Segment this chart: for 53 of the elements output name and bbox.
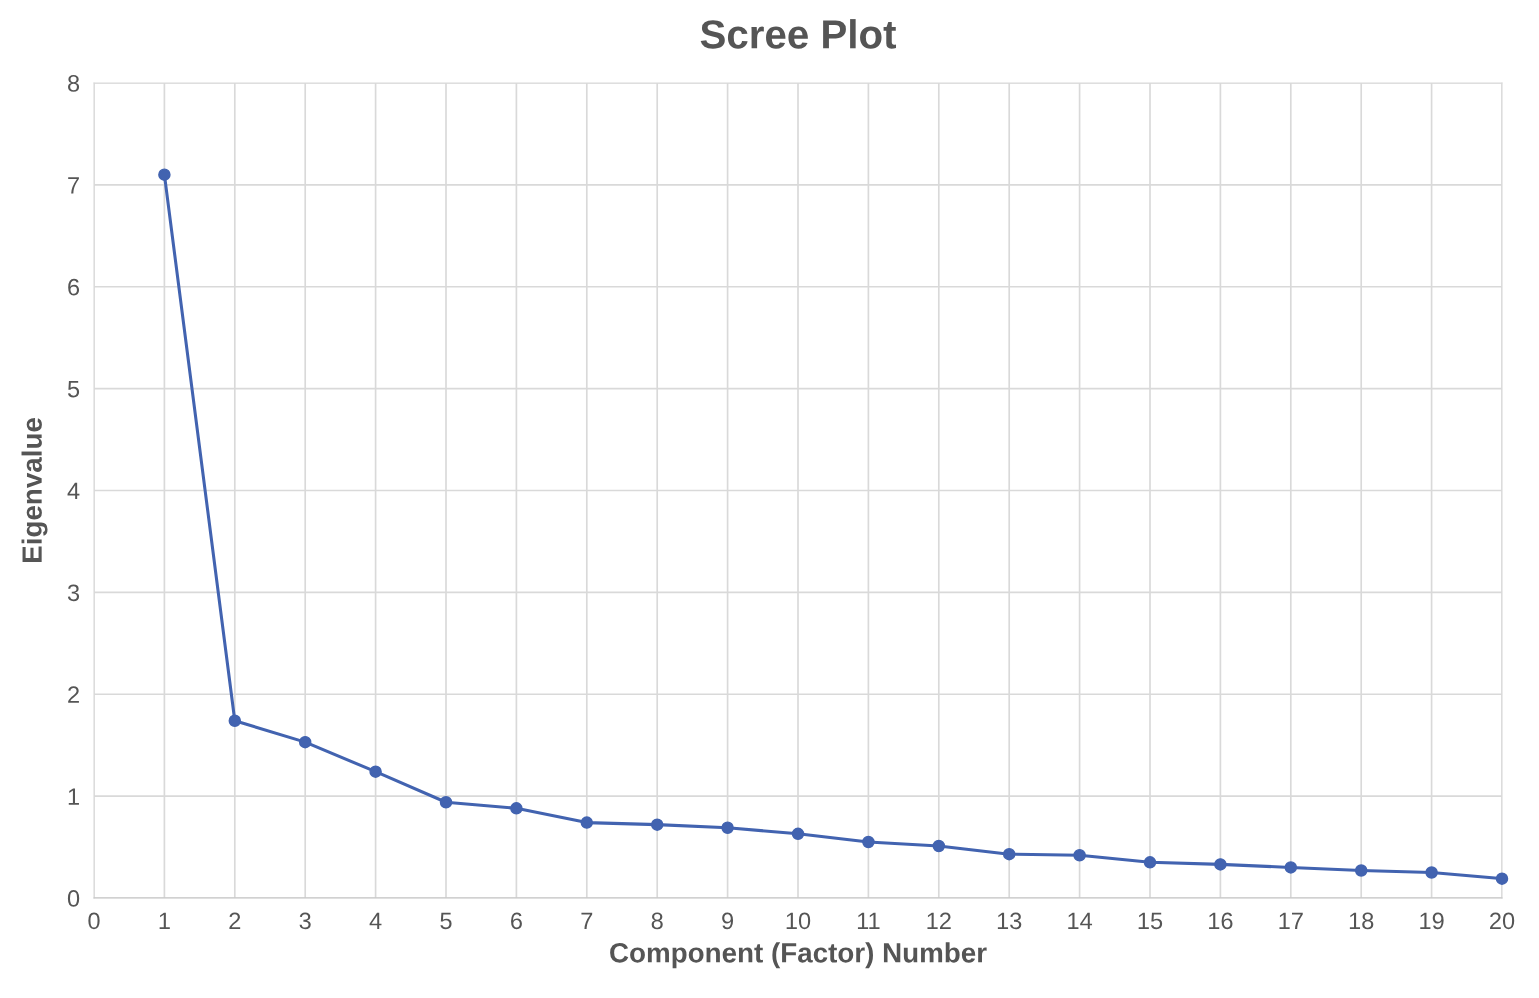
x-tick-label: 7 — [581, 912, 593, 929]
point — [158, 168, 171, 181]
y-tick-label: 7 — [68, 177, 79, 194]
point — [1143, 856, 1157, 869]
y-tick-label: 3 — [67, 584, 80, 602]
y-tick-label: 8 — [68, 75, 80, 92]
x-tick-label: 14 — [1068, 912, 1093, 929]
point — [1495, 872, 1509, 885]
point — [1073, 848, 1086, 862]
x-tick-label: 10 — [786, 912, 811, 930]
x-tick-label: 17 — [1279, 912, 1303, 929]
x-tick-label: 8 — [651, 912, 663, 930]
x-tick-label: 12 — [927, 912, 951, 929]
point — [228, 714, 242, 727]
x-axis-title: Component (Factor) Number — [610, 942, 987, 969]
point — [1354, 864, 1368, 877]
x-tick-label: 0 — [88, 912, 100, 930]
y-tick-label: 0 — [67, 890, 80, 907]
chart-title: Scree Plot — [700, 19, 897, 49]
y-axis-title: Eigenvalue — [21, 418, 48, 562]
point — [580, 816, 594, 829]
x-tick-label: 2 — [229, 912, 241, 929]
y-tick-label: 1 — [68, 788, 79, 805]
x-tick-label: 20 — [1490, 912, 1515, 930]
x-tick-label: 19 — [1420, 912, 1444, 930]
point — [721, 821, 734, 834]
x-tick-label: 11 — [857, 912, 880, 929]
point — [298, 735, 312, 749]
x-tick-label: 13 — [997, 912, 1022, 930]
x-tick-label: 18 — [1349, 912, 1374, 930]
point — [510, 802, 523, 815]
point — [1002, 847, 1016, 861]
point — [650, 818, 664, 831]
point — [862, 835, 875, 849]
y-tick-label: 2 — [68, 686, 79, 703]
point — [439, 795, 453, 809]
point — [369, 765, 382, 778]
point — [1425, 866, 1438, 879]
point — [932, 839, 946, 853]
x-tick-label: 16 — [1209, 912, 1233, 930]
point — [1284, 861, 1298, 874]
y-tick-label: 6 — [68, 278, 80, 296]
y-tick-label: 4 — [67, 482, 80, 500]
x-tick-label: 15 — [1138, 912, 1163, 930]
x-tick-label: 1 — [159, 912, 170, 929]
x-tick-label: 9 — [722, 912, 734, 930]
x-tick-label: 4 — [369, 912, 382, 929]
x-tick-label: 3 — [299, 912, 311, 930]
y-tick-label: 5 — [67, 380, 80, 398]
point — [791, 827, 805, 841]
x-tick-label: 5 — [440, 912, 452, 930]
point — [1214, 858, 1227, 871]
x-tick-label: 6 — [511, 912, 522, 930]
